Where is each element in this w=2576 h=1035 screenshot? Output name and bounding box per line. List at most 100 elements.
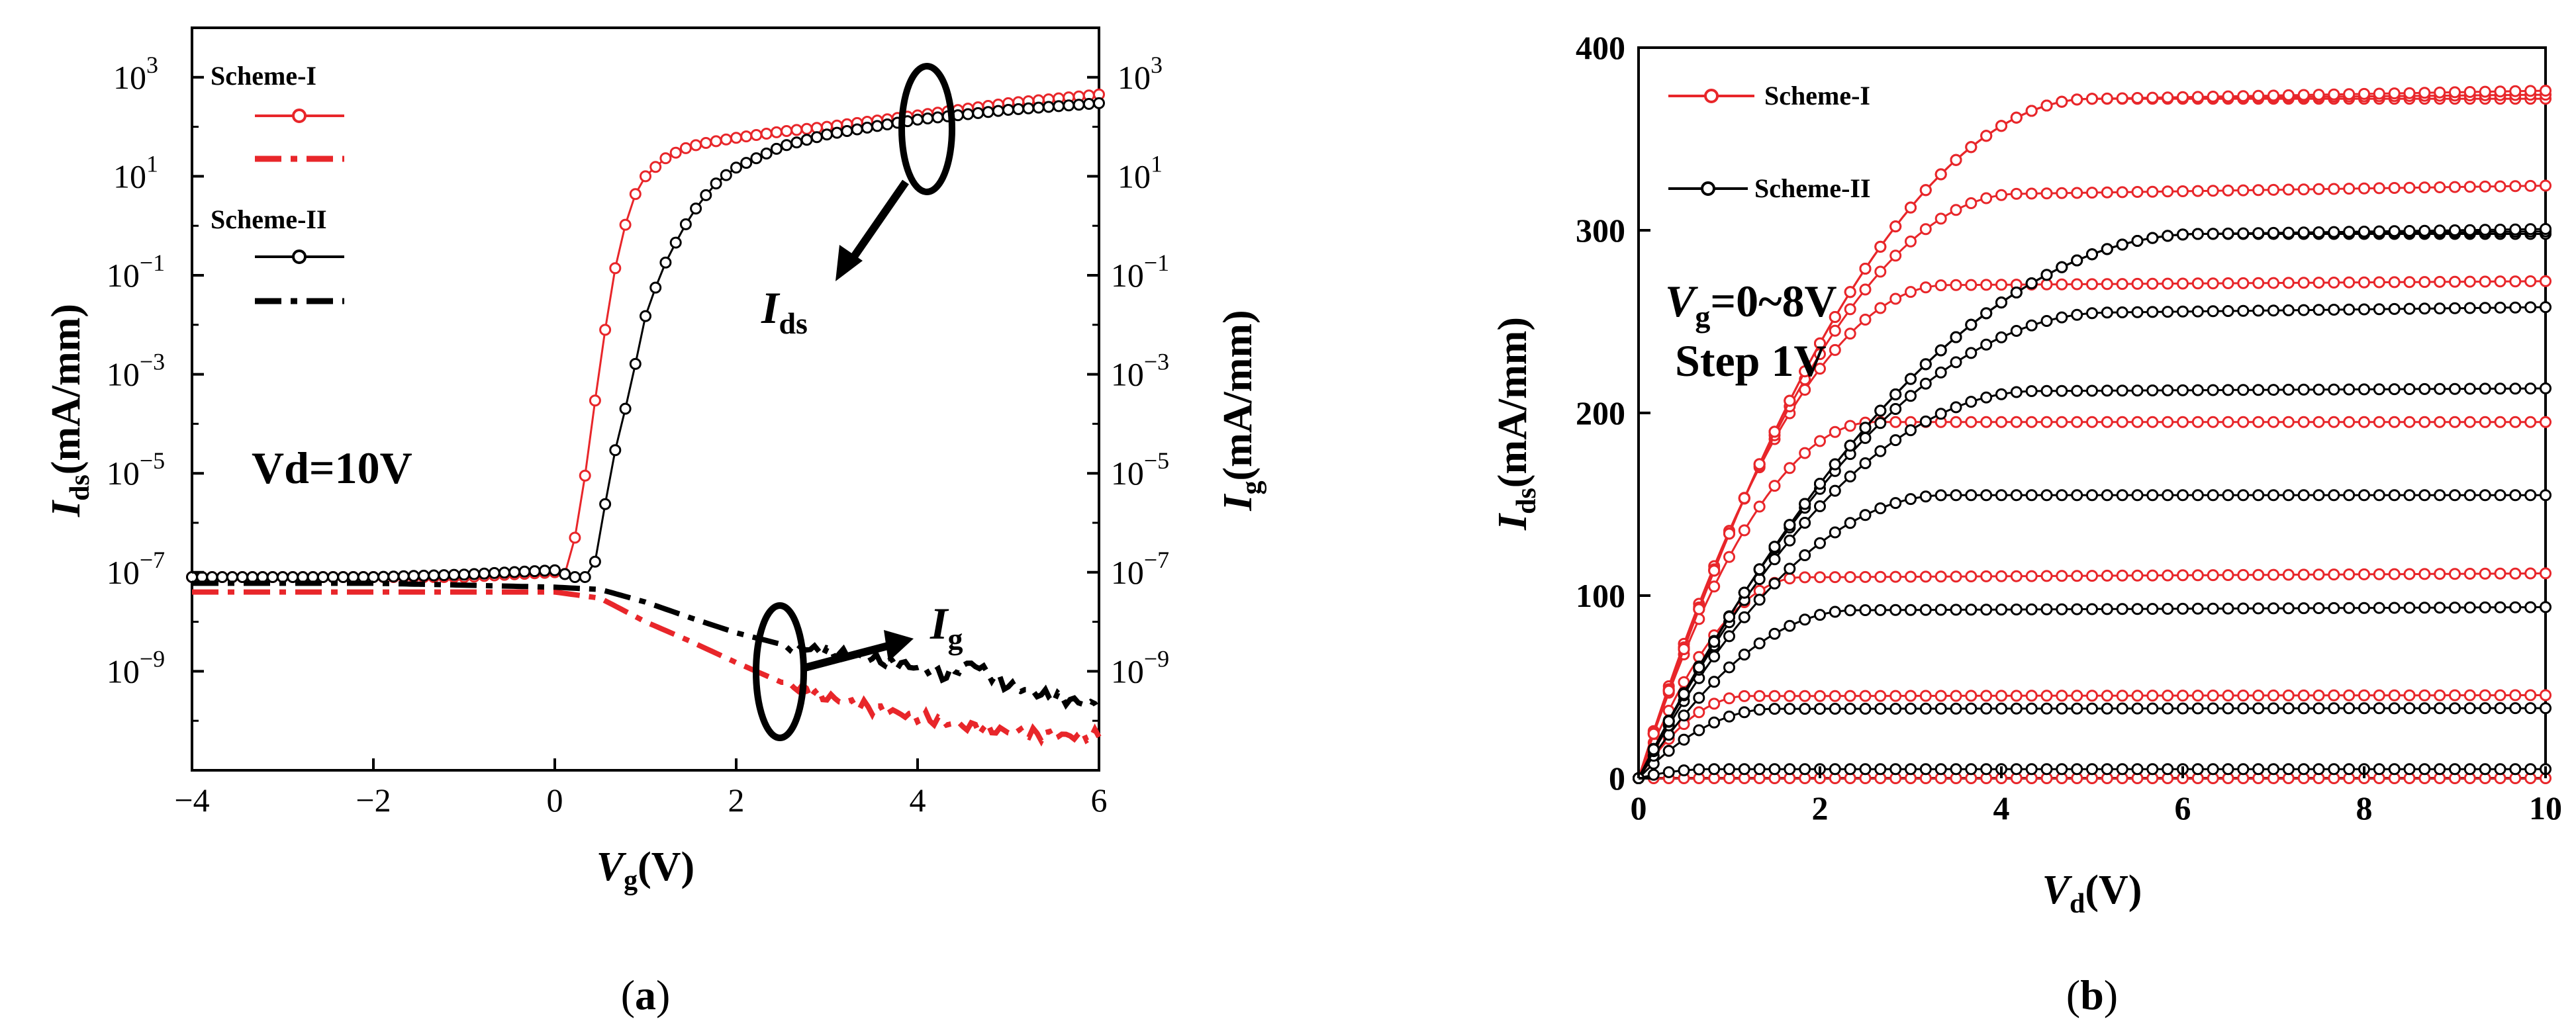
panel-a-y-tick-label-right: 10−7 [1111, 547, 1169, 591]
panel-b-scheme-i-point [2162, 185, 2174, 198]
panel-b-scheme-i-point [1950, 416, 1962, 428]
panel-b-scheme-i-point [2282, 416, 2295, 428]
panel-b-scheme-ii-point [2131, 763, 2144, 776]
panel-b-scheme-ii-point [2388, 302, 2401, 315]
panel-b-scheme-ii-point [1723, 661, 1735, 674]
panel-b-scheme-i-point [2343, 88, 2356, 101]
panel-b-scheme-ii-point [2207, 305, 2219, 318]
panel-b-scheme-ii-point [2524, 763, 2537, 776]
panel-b-scheme-i-point [2252, 690, 2265, 701]
panel-b-scheme-ii-point [1844, 517, 1856, 529]
panel-b-scheme-ii-point [2191, 702, 2204, 715]
panel-b-scheme-ii-point [2479, 702, 2491, 715]
panel-b-scheme-ii-point [2056, 311, 2068, 324]
panel-b-scheme-i-point [1919, 570, 1932, 583]
panel-b-x-tick-label: 2 [1812, 789, 1829, 827]
panel-b-scheme-ii-point [2449, 489, 2461, 502]
panel-b-scheme-ii-point [2146, 603, 2159, 615]
panel-b-scheme-i-point [2479, 275, 2491, 288]
panel-b-scheme-i-point [2524, 689, 2537, 701]
panel-b-scheme-i-point [2056, 690, 2068, 702]
panel-b-scheme-i-point [2146, 416, 2159, 428]
panel-b-scheme-ii-point [2418, 763, 2431, 776]
panel-a-scheme-ii-ids-point [226, 571, 238, 583]
panel-b-scheme-i-point [1965, 141, 1978, 154]
panel-b-scheme-ii-point [2101, 702, 2113, 715]
panel-b-scheme-ii-point [2025, 603, 2038, 615]
panel-b-scheme-ii-point [2056, 489, 2068, 502]
panel-b-scheme-ii-point [1784, 763, 1796, 776]
panel-b-scheme-i-point [2267, 689, 2279, 701]
panel-b-scheme-ii-point [2403, 302, 2416, 315]
panel-b-scheme-ii-point [1980, 702, 1993, 715]
panel-b-scheme-ii-point [2540, 702, 2552, 715]
panel-b-scheme-ii-point [2146, 489, 2159, 502]
panel-b-scheme-i-point [2540, 689, 2552, 701]
panel-b-scheme-i-point [2116, 416, 2128, 428]
panel-b-scheme-ii-point [2237, 702, 2250, 715]
panel-a-ids-annotation: Ids [761, 283, 808, 340]
panel-b-scheme-i-point [1905, 201, 1917, 214]
panel-b-legend-scheme-1-marker [1704, 89, 1719, 103]
panel-a-scheme-ii-ids-point [690, 202, 702, 215]
panel-b-scheme-i-point [1995, 120, 2007, 132]
panel-b-scheme-i-point [1814, 571, 1826, 584]
panel-a-scheme-i-ids-point [800, 122, 813, 135]
panel-b-scheme-ii-point [2343, 489, 2356, 502]
panel-b-scheme-i-point [1829, 690, 1841, 702]
panel-b-scheme-ii-point [1919, 763, 1932, 776]
panel-b-scheme-ii-point [2086, 489, 2098, 502]
panel-b-scheme-i-point [2313, 277, 2325, 289]
panel-b-scheme-i-point [1950, 570, 1962, 583]
panel-b-scheme-ii-point [2040, 489, 2053, 502]
panel-a-y-tick-label-left: 10−3 [107, 349, 165, 393]
panel-b-scheme-ii-point [1799, 613, 1811, 626]
panel-b-scheme-i-point [2025, 187, 2038, 200]
panel-b-scheme-ii-point [1905, 604, 1917, 616]
panel-a-scheme-ii-ids-point [216, 571, 228, 583]
panel-b-scheme-ii-point [1844, 439, 1856, 452]
panel-b-scheme-ii-point [2131, 235, 2144, 247]
panel-b-scheme-i-point [1768, 426, 1781, 438]
panel-b-scheme-ii-point [2373, 602, 2385, 614]
panel-b-scheme-ii-point [2494, 763, 2506, 776]
panel-b-scheme-ii-point [2267, 304, 2279, 317]
panel-a-scheme-ii-ids-point [206, 571, 218, 583]
panel-b-scheme-ii-point [2010, 702, 2023, 715]
panel-b-scheme-ii-point [2056, 261, 2068, 273]
panel-a-y-tick-label-left: 10−1 [107, 249, 165, 294]
panel-b-scheme-ii-point [1934, 366, 1947, 379]
panel-b-scheme-ii-point [2540, 601, 2552, 613]
panel-b-scheme-ii-point [1708, 676, 1721, 688]
panel-a-ticks-layer: −4 −2 0 2 4 6 10−9 10−9 10−7 10−7 10−5 10−5 10−3 10−3… [107, 26, 1169, 819]
panel-a-scheme-i-ids-point [700, 137, 712, 149]
panel-b-scheme-i-point [1905, 570, 1917, 583]
panel-b-scheme-ii-point [2010, 386, 2023, 398]
panel-b-scheme-ii-point [2010, 325, 2023, 337]
panel-b-scheme-i-point [1814, 435, 1826, 447]
panel-a-ig-arrow-head [884, 630, 914, 662]
panel-b-scheme-ii-point [2162, 489, 2174, 502]
panel-b-scheme-ii-point [2071, 603, 2083, 615]
panel-b-scheme-ii-point [1905, 373, 1917, 385]
panel-a-scheme-ii-ids-point [609, 444, 622, 457]
panel-b-scheme-ii-point [1693, 763, 1705, 776]
panel-b-scheme-i-point [1844, 420, 1856, 432]
panel-a-scheme-ii-ids-point [387, 570, 400, 583]
panel-b-scheme-i-point [2313, 89, 2325, 101]
panel-a-x-tick-label: 2 [728, 782, 745, 819]
panel-a-scheme-ii-ids-point [841, 125, 853, 137]
panel-b-scheme-i-point [2463, 689, 2476, 701]
panel-b-scheme-i-point [2010, 416, 2023, 428]
panel-a-scheme-ii-ids-point [448, 568, 460, 581]
panel-b-scheme-ii-point [2146, 384, 2159, 396]
panel-b-scheme-i-point [2463, 86, 2476, 98]
panel-b-scheme-ii-point [1768, 577, 1781, 590]
panel-a-scheme-ii-ids-point [730, 161, 742, 174]
panel-a-scheme-ii-ids-point [438, 569, 450, 582]
panel-b-scheme-i-point [2463, 416, 2476, 428]
panel-b-scheme-ii-point [2524, 301, 2537, 314]
panel-b-scheme-i-point [2358, 568, 2370, 580]
panel-b-scheme-i-point [2116, 186, 2128, 199]
